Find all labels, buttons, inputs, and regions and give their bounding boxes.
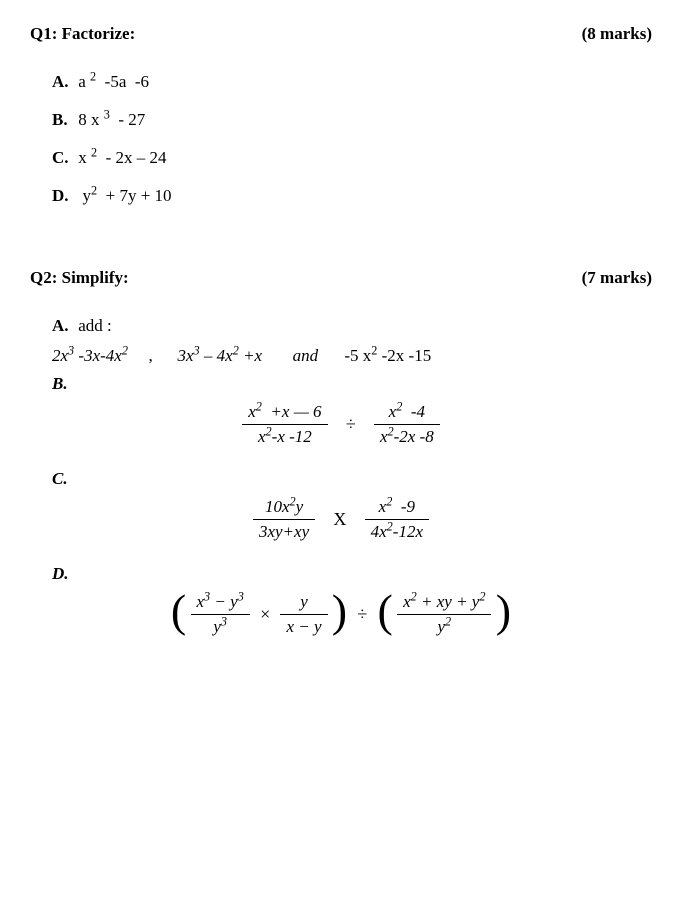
q2-marks: (7 marks) bbox=[582, 268, 652, 288]
q2-title: Q2: Simplify: bbox=[30, 268, 129, 288]
q2-d-mid-op: ÷ bbox=[357, 604, 367, 625]
q2-b-frac1-den: x2-x -12 bbox=[242, 425, 327, 447]
q2-d-right-frac-den: y2 bbox=[397, 615, 491, 637]
q2-item-a: A. add : bbox=[52, 316, 652, 336]
q1-marks: (8 marks) bbox=[582, 24, 652, 44]
q2-a-and: and bbox=[293, 346, 319, 366]
q1-d-expr: y2 + 7y + 10 bbox=[78, 186, 171, 205]
q1-a-expr: a 2 -5a -6 bbox=[78, 72, 149, 91]
q2-header: Q2: Simplify: (7 marks) bbox=[30, 268, 652, 288]
q1-d-label: D. bbox=[52, 186, 74, 206]
q2-a-term1: 2x3 -3x-4x2 bbox=[52, 346, 128, 366]
q2-d-left-frac2: y x − y bbox=[280, 592, 327, 637]
q1-item-c: C. x 2 - 2x – 24 bbox=[52, 148, 652, 168]
q1-header: Q1: Factorize: (8 marks) bbox=[30, 24, 652, 44]
q2-b-frac1: x2 +x — 6 x2-x -12 bbox=[242, 402, 327, 447]
q2-d-right-frac-num: x2 + xy + y2 bbox=[397, 592, 491, 615]
q2-b-frac2-den: x2-2x -8 bbox=[374, 425, 440, 447]
q1-title: Q1: Factorize: bbox=[30, 24, 135, 44]
q2-c-frac2-den: 4x2-12x bbox=[365, 520, 429, 542]
q2-a-expression: 2x3 -3x-4x2 , 3x3 – 4x2 +x and -5 x2 -2x… bbox=[52, 346, 652, 366]
q2-d-right-frac: x2 + xy + y2 y2 bbox=[397, 592, 491, 637]
q1-item-d: D. y2 + 7y + 10 bbox=[52, 186, 652, 206]
q2-b-frac2: x2 -4 x2-2x -8 bbox=[374, 402, 440, 447]
q2-d-left-frac1-num: x3 − y3 bbox=[191, 592, 250, 615]
q2-c-expression: 10x2y 3xy+xy X x2 -9 4x2-12x bbox=[30, 497, 652, 542]
q2-d-left-frac1: x3 − y3 y3 bbox=[191, 592, 250, 637]
q2-b-frac1-num: x2 +x — 6 bbox=[242, 402, 327, 425]
q2-a-prompt: add : bbox=[78, 316, 112, 335]
q2-a-sep1: , bbox=[148, 346, 152, 366]
q2-c-op: X bbox=[333, 509, 346, 530]
q1-item-a: A. a 2 -5a -6 bbox=[52, 72, 652, 92]
q2-b-op: ÷ bbox=[346, 414, 356, 435]
q2-d-left-frac2-num: y bbox=[280, 592, 327, 615]
q2-c-frac2: x2 -9 4x2-12x bbox=[365, 497, 429, 542]
q1-items: A. a 2 -5a -6 B. 8 x 3 - 27 C. x 2 - 2x … bbox=[52, 72, 652, 206]
q2-d-label: D. bbox=[52, 564, 652, 584]
q2-c-label: C. bbox=[52, 469, 652, 489]
q2-d-expression: ( x3 − y3 y3 × y x − y ) ÷ ( x2 + xy + y… bbox=[30, 592, 652, 637]
q2-b-frac2-num: x2 -4 bbox=[374, 402, 440, 425]
q2-b-expression: x2 +x — 6 x2-x -12 ÷ x2 -4 x2-2x -8 bbox=[30, 402, 652, 447]
q1-b-label: B. bbox=[52, 110, 74, 130]
q2-c-frac2-num: x2 -9 bbox=[365, 497, 429, 520]
q2-a-label: A. bbox=[52, 316, 74, 336]
q2-a-term2: 3x3 – 4x2 +x bbox=[177, 346, 262, 366]
q1-a-label: A. bbox=[52, 72, 74, 92]
q2-c-frac1-num: 10x2y bbox=[253, 497, 315, 520]
q2-c-frac1: 10x2y 3xy+xy bbox=[253, 497, 315, 542]
q2-a-term3: -5 x2 -2x -15 bbox=[344, 346, 431, 366]
q2-d-left-frac1-den: y3 bbox=[191, 615, 250, 637]
q2-b-label: B. bbox=[52, 374, 652, 394]
q2-d-left-frac2-den: x − y bbox=[280, 615, 327, 637]
q2-c-frac1-den: 3xy+xy bbox=[253, 520, 315, 542]
q2-d-left-op: × bbox=[260, 604, 270, 625]
q1-c-label: C. bbox=[52, 148, 74, 168]
q1-item-b: B. 8 x 3 - 27 bbox=[52, 110, 652, 130]
q1-b-expr: 8 x 3 - 27 bbox=[78, 110, 145, 129]
q1-c-expr: x 2 - 2x – 24 bbox=[78, 148, 166, 167]
